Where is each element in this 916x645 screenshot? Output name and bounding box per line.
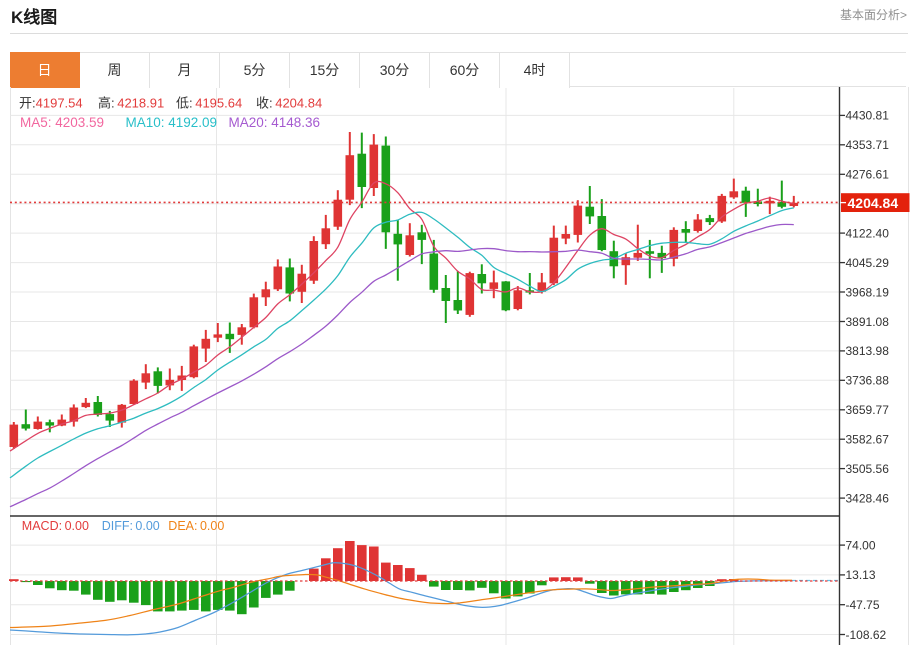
svg-text:3428.46: 3428.46 (846, 491, 890, 505)
svg-text:4045.29: 4045.29 (846, 256, 890, 270)
svg-text:4122.40: 4122.40 (846, 226, 890, 240)
svg-text:4276.61: 4276.61 (846, 168, 890, 182)
svg-text:3582.67: 3582.67 (846, 433, 890, 447)
svg-text:开:4197.54高: 4218.91低: 4195.64收: 开:4197.54 高: 4218.91 低: 4195.64 收: 4204.84 (19, 96, 322, 111)
svg-text:4204.84: 4204.84 (848, 195, 899, 211)
svg-text:3659.77: 3659.77 (846, 403, 890, 417)
svg-text:-108.62: -108.62 (846, 628, 887, 642)
svg-text:4430.81: 4430.81 (846, 109, 890, 123)
svg-text:3968.19: 3968.19 (846, 285, 890, 299)
svg-text:74.00: 74.00 (846, 538, 876, 552)
svg-text:3505.56: 3505.56 (846, 462, 890, 476)
svg-text:4353.71: 4353.71 (846, 138, 890, 152)
svg-text:3891.08: 3891.08 (846, 315, 890, 329)
svg-text:3813.98: 3813.98 (846, 344, 890, 358)
svg-text:-47.75: -47.75 (846, 598, 880, 612)
svg-text:3736.88: 3736.88 (846, 374, 890, 388)
svg-text:13.13: 13.13 (846, 568, 876, 582)
